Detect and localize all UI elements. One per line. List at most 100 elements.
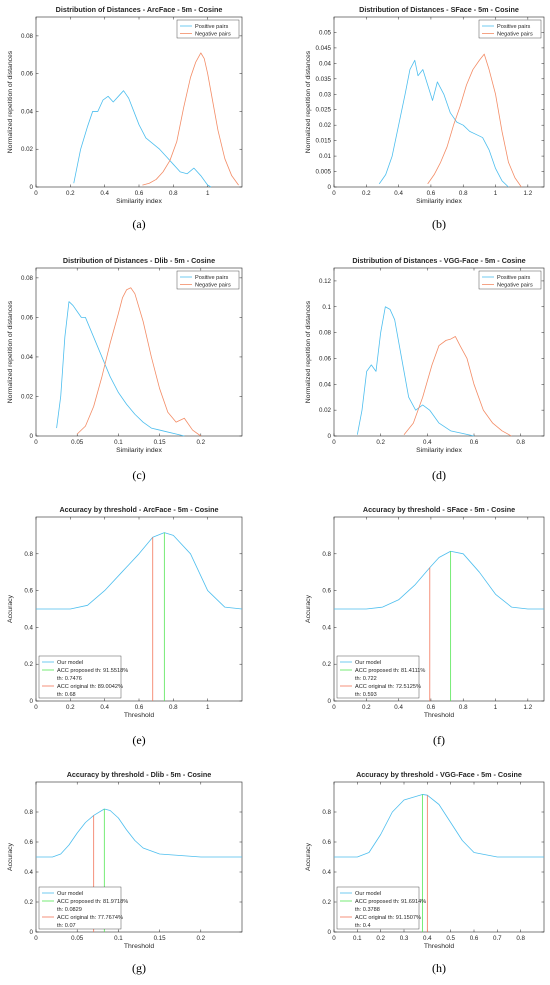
x-tick-label: 1 [206,704,210,711]
chart-panel-2: Distribution of Distances - SFace - 5m -… [305,5,545,231]
legend-entry: ACC proposed th: 91.5518% [57,668,128,674]
x-tick-label: 0.8 [516,439,525,446]
series-line-1 [356,306,475,437]
plot-area [333,267,545,437]
x-tick-label: 0 [332,190,336,197]
chart-title: Distribution of Distances - SFace - 5m -… [359,5,519,14]
y-axis-label: Normalized repetition of distances [7,300,14,403]
chart-title: Accuracy by threshold - SFace - 5m - Cos… [363,505,515,514]
y-tick-label: 0.08 [21,275,34,282]
x-tick-label: 0.4 [423,439,432,446]
legend-entry: Our model [57,891,83,897]
y-tick-label: 0.04 [319,381,332,388]
y-tick-label: 0 [328,929,332,936]
y-tick-label: 0.1 [322,304,331,311]
x-tick-label: 0.2 [196,439,205,446]
x-tick-label: 0.7 [493,935,502,942]
y-tick-label: 0.06 [21,314,34,321]
x-axis-label: Similarity index [416,198,462,205]
legend-entry: Positive pairs [497,275,530,281]
series-line-2 [142,52,239,186]
chart-title: Distribution of Distances - Dlib - 5m - … [63,256,215,265]
chart-title: Accuracy by threshold - ArcFace - 5m - C… [59,505,218,514]
x-tick-label: 0 [34,935,38,942]
legend-entry: Positive pairs [195,275,228,281]
y-tick-label: 0.6 [322,839,331,846]
legend-entry: ACC original th: 91.1507% [355,915,421,921]
y-tick-label: 0.4 [322,869,331,876]
y-tick-label: 0.2 [322,661,331,668]
x-axis-label: Threshold [424,943,454,950]
y-tick-label: 0.2 [322,899,331,906]
y-tick-label: 0.8 [322,551,331,558]
y-tick-label: 0.02 [319,122,332,129]
legend-entry: Our model [355,891,381,897]
x-tick-label: 0.6 [135,704,144,711]
chart-panel-6: Accuracy by threshold - SFace - 5m - Cos… [305,505,545,747]
subfigure-label: (c) [132,468,145,482]
x-tick-label: 0.2 [362,704,371,711]
subfigure-label: (a) [132,217,145,231]
x-tick-label: 0.15 [154,439,167,446]
y-tick-label: 0.025 [316,107,332,114]
x-tick-label: 0.4 [423,935,432,942]
y-tick-label: 0.2 [24,661,33,668]
y-tick-label: 0.8 [24,809,33,816]
x-tick-label: 0.1 [114,935,123,942]
y-tick-label: 0.005 [316,169,332,176]
x-axis-label: Threshold [424,712,454,719]
x-axis-label: Similarity index [116,198,162,205]
y-tick-label: 0.4 [322,624,331,631]
legend-entry: th: 0.593 [355,692,377,698]
y-tick-label: 0.04 [21,108,34,115]
y-tick-label: 0.02 [21,146,34,153]
x-axis-label: Threshold [124,943,154,950]
legend-entry: Our model [355,660,381,666]
x-tick-label: 0.05 [71,935,84,942]
x-tick-label: 0.2 [66,704,75,711]
x-tick-label: 0.5 [446,935,455,942]
y-tick-label: 0 [30,698,34,705]
series-line-2 [76,287,202,437]
x-tick-label: 0.05 [71,439,84,446]
x-tick-label: 0.2 [196,935,205,942]
x-tick-label: 0.15 [154,935,167,942]
x-tick-label: 1 [494,190,498,197]
x-tick-label: 0.2 [376,935,385,942]
x-tick-label: 0.8 [169,704,178,711]
legend-entry: th: 0.4 [355,923,371,929]
y-tick-label: 0 [328,698,332,705]
x-tick-label: 1.2 [524,190,533,197]
x-tick-label: 0 [34,704,38,711]
legend-entry: th: 0.7476 [57,676,82,682]
chart-panel-3: Distribution of Distances - Dlib - 5m - … [7,256,243,482]
y-tick-label: 0.4 [24,869,33,876]
legend-entry: ACC proposed th: 91.6914% [355,899,426,905]
legend [38,886,122,930]
x-tick-label: 0.6 [470,439,479,446]
chart-title: Distribution of Distances - ArcFace - 5m… [56,5,223,14]
y-tick-label: 0.01 [319,153,332,160]
y-tick-label: 0 [328,184,332,191]
subfigure-label: (g) [132,961,146,975]
x-tick-label: 0.8 [516,935,525,942]
series-line-1 [73,90,212,188]
subfigure-label: (f) [433,733,445,747]
legend [38,655,122,699]
series-line-1 [378,59,509,188]
legend [336,655,420,699]
subfigure-label: (b) [432,217,446,231]
x-tick-label: 0 [332,704,336,711]
x-tick-label: 0.1 [353,935,362,942]
y-tick-label: 0.02 [21,393,34,400]
x-tick-label: 0 [34,190,38,197]
x-tick-label: 0.2 [66,190,75,197]
x-tick-label: 0.8 [169,190,178,197]
legend-entry: th: 0.3788 [355,907,380,913]
x-tick-label: 0.1 [114,439,123,446]
series-line-1 [56,301,185,437]
y-axis-label: Normalized repetition of distances [305,50,312,153]
y-tick-label: 0.4 [24,624,33,631]
x-tick-label: 0.6 [427,704,436,711]
